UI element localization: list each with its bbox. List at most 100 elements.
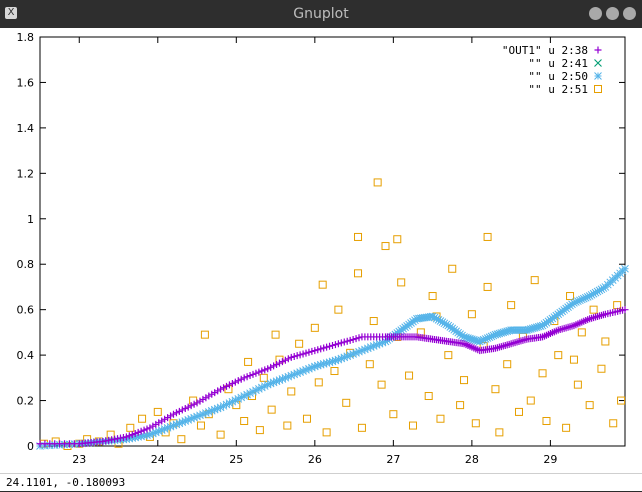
series-point-asterisk bbox=[621, 264, 629, 273]
series-point-asterisk bbox=[460, 333, 468, 341]
series-point-asterisk bbox=[199, 410, 207, 419]
series-point-square bbox=[503, 360, 512, 369]
series-point-asterisk bbox=[146, 430, 154, 439]
minimize-button[interactable] bbox=[589, 7, 602, 20]
series-point-asterisk bbox=[581, 293, 590, 302]
series-point-asterisk bbox=[207, 406, 216, 415]
series-point-asterisk bbox=[257, 383, 266, 392]
series-point-asterisk bbox=[378, 338, 387, 347]
series-point-plus bbox=[261, 366, 269, 374]
series-point-plus bbox=[258, 367, 266, 375]
series-point-square bbox=[153, 407, 162, 416]
series-point-plus bbox=[249, 370, 257, 378]
series-point-asterisk bbox=[334, 355, 343, 364]
series-point-asterisk bbox=[462, 333, 470, 342]
series-point-square bbox=[448, 264, 457, 273]
series-point-asterisk bbox=[278, 375, 287, 383]
y-tick-label: 0.4 bbox=[17, 349, 35, 362]
series-point-asterisk bbox=[577, 295, 586, 304]
series-point-plus bbox=[205, 392, 213, 400]
series-point-plus bbox=[302, 349, 310, 357]
series-point-asterisk bbox=[372, 341, 381, 349]
series-point-square bbox=[393, 235, 402, 244]
series-point-square bbox=[436, 414, 445, 423]
series-point-asterisk bbox=[284, 372, 293, 381]
series-point-plus bbox=[181, 405, 189, 413]
series-point-plus bbox=[214, 387, 222, 395]
series-point-square bbox=[330, 367, 339, 376]
maximize-button[interactable] bbox=[606, 7, 619, 20]
series-point-asterisk bbox=[483, 334, 492, 342]
series-point-asterisk bbox=[231, 396, 240, 405]
legend-marker-square bbox=[594, 85, 602, 93]
series-point-asterisk bbox=[363, 344, 372, 353]
series-point-asterisk bbox=[275, 376, 284, 384]
series-point-asterisk bbox=[343, 352, 352, 361]
series-point-square bbox=[377, 380, 386, 389]
series-point-asterisk bbox=[234, 394, 243, 403]
series-point-square bbox=[542, 417, 551, 426]
series-point-square bbox=[495, 428, 504, 437]
series-point-plus bbox=[326, 342, 334, 350]
series-point-asterisk bbox=[225, 399, 234, 407]
series-point-asterisk bbox=[190, 413, 198, 422]
y-tick-label: 0.8 bbox=[17, 258, 35, 271]
series-point-square bbox=[177, 435, 186, 444]
series-point-asterisk bbox=[243, 390, 251, 399]
series-point-square bbox=[310, 323, 319, 332]
series-point-asterisk bbox=[499, 328, 508, 337]
series-point-plus bbox=[273, 360, 281, 368]
series-point-asterisk bbox=[528, 324, 537, 333]
series-point-asterisk bbox=[178, 418, 187, 426]
series-point-square bbox=[514, 407, 523, 416]
y-tick-label: 1 bbox=[27, 213, 34, 226]
series-point-plus bbox=[349, 335, 357, 343]
series-point-asterisk bbox=[477, 336, 486, 345]
close-button[interactable] bbox=[623, 7, 636, 20]
series-point-asterisk bbox=[583, 293, 592, 301]
series-point-asterisk bbox=[154, 427, 163, 436]
series-point-asterisk bbox=[325, 358, 334, 367]
series-point-plus bbox=[134, 428, 142, 436]
series-point-asterisk bbox=[305, 364, 313, 373]
app-icon[interactable]: X bbox=[5, 7, 17, 19]
title-bar[interactable]: X Gnuplot bbox=[0, 0, 642, 28]
series-point-square bbox=[609, 419, 618, 428]
series-point-asterisk bbox=[481, 335, 490, 343]
series-point-asterisk bbox=[579, 294, 588, 303]
series-point-square bbox=[408, 421, 417, 430]
series-point-asterisk bbox=[175, 419, 184, 428]
series-point-plus bbox=[267, 363, 275, 371]
series-point-asterisk bbox=[269, 378, 278, 387]
y-tick-label: 0.6 bbox=[17, 304, 35, 317]
series-point-square bbox=[267, 405, 276, 414]
series-point-plus bbox=[167, 412, 175, 420]
series-point-square bbox=[354, 232, 363, 241]
legend-label: "OUT1" u 2:38 bbox=[502, 44, 588, 57]
series-point-asterisk bbox=[184, 416, 193, 424]
x-tick-label: 28 bbox=[465, 453, 479, 466]
series-point-square bbox=[138, 414, 147, 423]
series-point-asterisk bbox=[574, 297, 582, 305]
series-point-plus bbox=[228, 380, 236, 388]
plot-area[interactable]: 0 0.2 0.4 0.6 0.8 1 1.2 1.4 1.6 1.8 23 24 25 26 27 28 29… bbox=[0, 28, 642, 473]
series-point-asterisk bbox=[228, 397, 237, 406]
series-point-asterisk bbox=[169, 421, 178, 430]
series-point-asterisk bbox=[534, 322, 543, 331]
series-point-plus bbox=[217, 385, 225, 393]
series-point-asterisk bbox=[469, 335, 478, 344]
series-point-plus bbox=[621, 306, 629, 314]
series-point-asterisk bbox=[166, 422, 175, 431]
series-point-asterisk bbox=[432, 314, 441, 323]
series-point-plus bbox=[320, 344, 328, 352]
series-point-square bbox=[562, 423, 571, 432]
series-point-asterisk bbox=[505, 326, 514, 335]
series-point-asterisk bbox=[361, 345, 369, 354]
series-point-plus bbox=[311, 347, 319, 355]
series-point-asterisk bbox=[493, 330, 502, 338]
scatter-chart[interactable]: 0 0.2 0.4 0.6 0.8 1 1.2 1.4 1.6 1.8 23 24 25 26 27 28 29… bbox=[0, 28, 642, 473]
series-point-asterisk bbox=[597, 285, 606, 294]
series-point-asterisk bbox=[466, 334, 474, 343]
series-point-asterisk bbox=[302, 366, 310, 374]
